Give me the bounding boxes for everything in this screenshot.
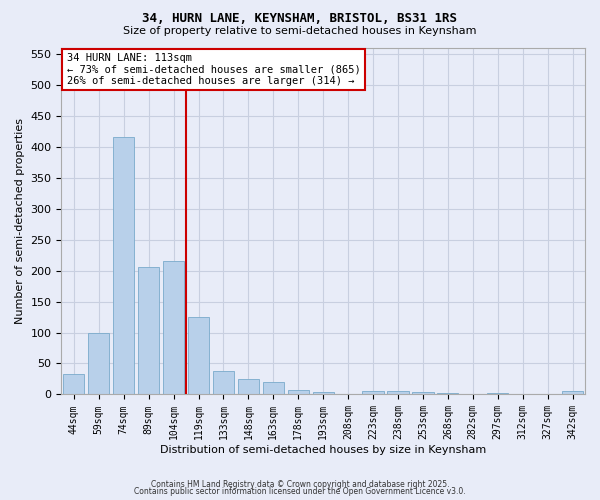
Bar [213, 371, 234, 394]
Bar [562, 392, 583, 394]
Bar [63, 374, 85, 394]
Bar [113, 138, 134, 394]
Bar [487, 392, 508, 394]
Bar [362, 391, 383, 394]
Text: 34, HURN LANE, KEYNSHAM, BRISTOL, BS31 1RS: 34, HURN LANE, KEYNSHAM, BRISTOL, BS31 1… [143, 12, 458, 26]
Bar [412, 392, 434, 394]
X-axis label: Distribution of semi-detached houses by size in Keynsham: Distribution of semi-detached houses by … [160, 445, 487, 455]
Text: Contains HM Land Registry data © Crown copyright and database right 2025.: Contains HM Land Registry data © Crown c… [151, 480, 449, 489]
Text: 34 HURN LANE: 113sqm
← 73% of semi-detached houses are smaller (865)
26% of semi: 34 HURN LANE: 113sqm ← 73% of semi-detac… [67, 52, 361, 86]
Bar [388, 392, 409, 394]
Bar [238, 379, 259, 394]
Bar [163, 262, 184, 394]
Y-axis label: Number of semi-detached properties: Number of semi-detached properties [15, 118, 25, 324]
Bar [313, 392, 334, 394]
Bar [88, 332, 109, 394]
Bar [188, 317, 209, 394]
Text: Size of property relative to semi-detached houses in Keynsham: Size of property relative to semi-detach… [123, 26, 477, 36]
Bar [263, 382, 284, 394]
Bar [287, 390, 309, 394]
Bar [138, 268, 159, 394]
Text: Contains public sector information licensed under the Open Government Licence v3: Contains public sector information licen… [134, 487, 466, 496]
Bar [437, 392, 458, 394]
